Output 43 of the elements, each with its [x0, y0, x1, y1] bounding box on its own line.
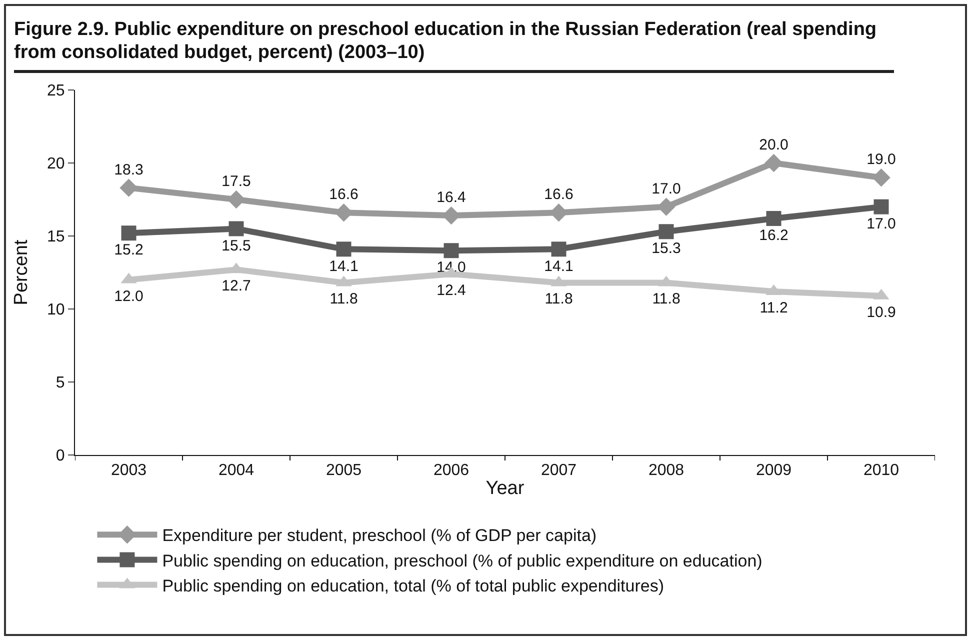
x-tick-label: 2006 [433, 462, 470, 480]
legend-label: Public spending on education, preschool (% of public expenditure on education) [162, 551, 762, 570]
data-label: 11.2 [760, 299, 788, 316]
data-label: 15.3 [652, 240, 681, 258]
y-tick-label: 20 [47, 156, 65, 173]
data-label: 12.7 [222, 278, 251, 295]
y-tick-label: 5 [56, 374, 65, 392]
data-label: 11.8 [652, 290, 680, 308]
data-label: 12.0 [114, 288, 144, 305]
data-label: 15.2 [114, 242, 144, 259]
data-label: 14.1 [544, 258, 574, 275]
data-label: 17.0 [652, 180, 681, 198]
x-tick-label: 2005 [326, 462, 362, 480]
data-label: 17.5 [222, 173, 251, 190]
y-tick-label: 15 [47, 228, 65, 246]
data-label: 15.5 [222, 237, 251, 254]
x-tick-label: 2003 [110, 462, 147, 480]
data-label: 19.0 [866, 151, 896, 168]
data-label: 12.4 [436, 282, 466, 299]
x-tick-label: 2008 [648, 462, 684, 480]
x-axis-title: Year [486, 478, 525, 499]
data-label: 18.3 [114, 161, 144, 178]
y-tick-label: 0 [56, 448, 65, 465]
legend-label: Public spending on education, total (% of total public expenditures) [162, 576, 664, 596]
data-label: 11.8 [330, 290, 358, 308]
data-label: 14.1 [329, 258, 358, 275]
data-label: 11.8 [544, 290, 573, 308]
x-tick-label: 2010 [863, 462, 900, 480]
data-label: 10.9 [866, 304, 896, 321]
data-label: 20.0 [759, 136, 788, 154]
x-tick-label: 2004 [218, 462, 254, 480]
data-label: 17.0 [866, 215, 896, 232]
x-tick-label: 2009 [756, 462, 792, 480]
legend-label: Expenditure per student, preschool (% of GDP per capita) [162, 526, 597, 546]
y-tick-label: 10 [47, 302, 65, 319]
data-label: 16.6 [544, 186, 574, 204]
y-axis-title: Percent [11, 239, 32, 306]
data-label: 16.2 [759, 227, 788, 244]
y-tick-label: 25 [47, 82, 65, 100]
x-tick-label: 2007 [540, 462, 577, 480]
data-label: 16.6 [329, 186, 358, 204]
data-label: 16.4 [436, 189, 466, 206]
chart-title: Figure 2.9. Public expenditure on preschool education in the Russian Federation (real spending from consolidated budget, percent) (2003–10) [14, 18, 894, 73]
